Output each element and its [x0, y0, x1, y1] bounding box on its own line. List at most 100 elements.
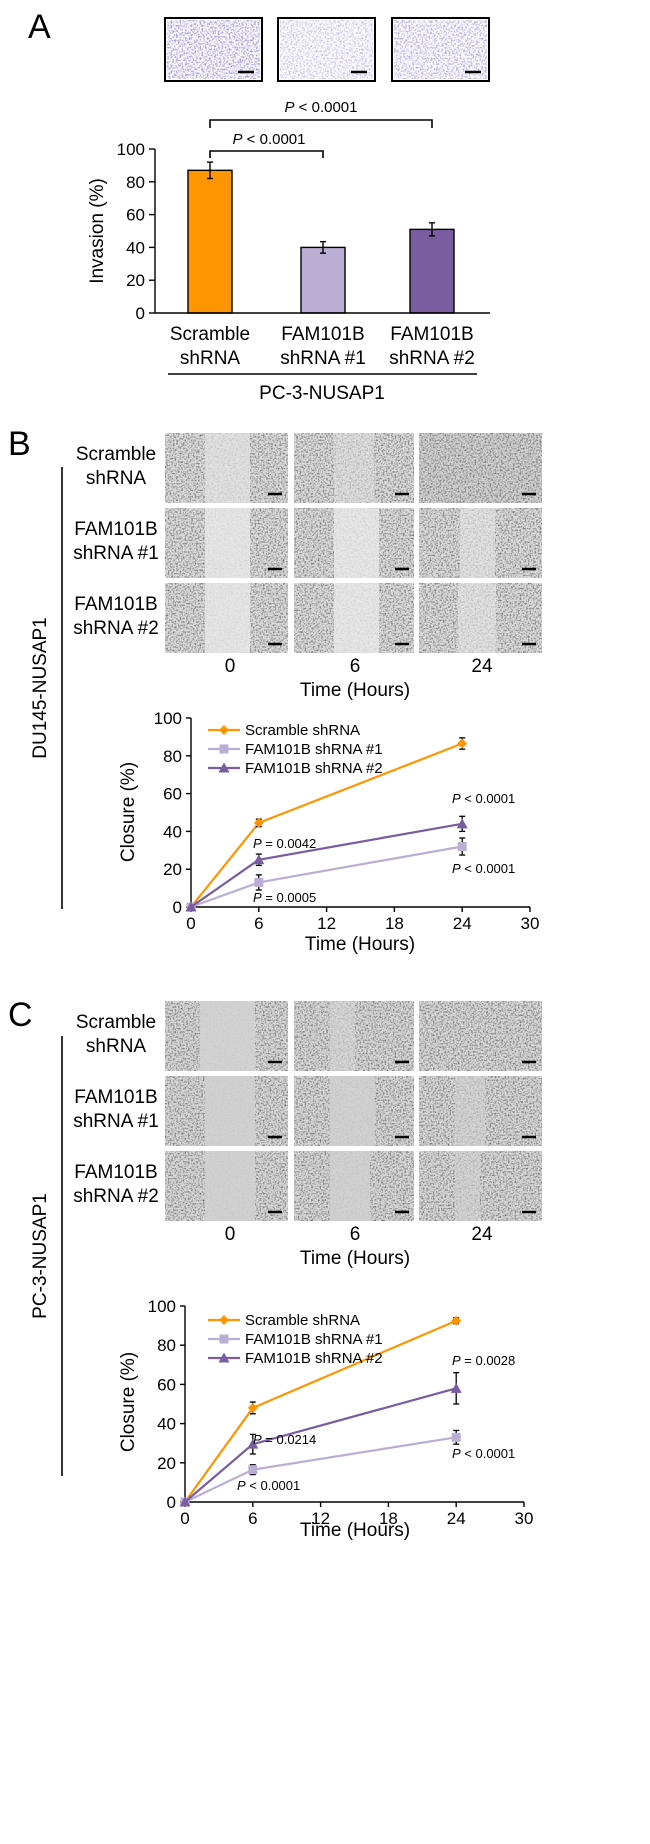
time-tick: 6 — [350, 1224, 361, 1245]
series-line — [185, 815, 468, 912]
series-line — [180, 1429, 461, 1507]
category-label-line2: shRNA — [180, 348, 241, 369]
series-path — [190, 822, 463, 908]
legend-item: Scramble shRNA — [208, 1312, 360, 1329]
data-point — [450, 1382, 462, 1393]
row-label-line2: shRNA — [86, 468, 147, 489]
legend-item: FAM101B shRNA #1 — [208, 1331, 383, 1348]
row-label-line1: Scramble — [76, 444, 156, 465]
panel-b-row-labels: Scramble shRNA FAM101B shRNA #1 FAM101B … — [73, 444, 159, 639]
time-axis-label: Time (Hours) — [300, 680, 410, 701]
p-annotation: P = 0.0214 — [253, 1432, 316, 1447]
row-label-line1: FAM101B — [74, 1162, 157, 1183]
panel-c-cell-line-label: PC-3-NUSAP1 — [30, 1193, 51, 1319]
y-axis-ticks: 0 20 40 60 80 100 — [117, 140, 155, 323]
bars — [187, 161, 455, 314]
x-axis-label: Time (Hours) — [300, 1520, 410, 1541]
y-tick-label: 60 — [163, 785, 182, 804]
data-point — [253, 854, 265, 865]
wound-image-row-scramble — [165, 1001, 542, 1071]
y-tick-label: 100 — [117, 140, 145, 159]
data-point — [219, 1315, 229, 1325]
axes: 0 20 40 60 80 100 0 6 12 18 24 30 — [154, 709, 540, 933]
y-tick-label: 40 — [163, 822, 182, 841]
legend: Scramble shRNA FAM101B shRNA #1 FAM101B sh… — [208, 722, 383, 777]
data-point — [456, 818, 468, 829]
time-tick: 0 — [225, 656, 236, 677]
y-tick-label: 100 — [148, 1297, 176, 1316]
legend-label: Scramble shRNA — [245, 1312, 360, 1329]
category-label-line2: shRNA #1 — [280, 348, 366, 369]
y-tick-label: 0 — [136, 304, 145, 323]
panel-c-time-labels: 0 6 24 Time (Hours) — [225, 1224, 493, 1269]
legend-item: FAM101B shRNA #1 — [208, 741, 383, 758]
row-label-line1: FAM101B — [74, 1087, 157, 1108]
x-tick-label: 24 — [447, 1509, 466, 1528]
wound-image-row-shrna2 — [165, 583, 542, 653]
time-tick: 24 — [471, 656, 493, 677]
invasion-bar-chart: 0 20 40 60 80 100 Invasion (%) Scramble shRNA F… — [87, 140, 490, 404]
p-annotation: P = 0.0028 — [452, 1353, 515, 1368]
x-tick-label: 30 — [521, 914, 540, 933]
data-point — [253, 817, 264, 828]
row-label-line2: shRNA #1 — [73, 1111, 159, 1132]
data-point — [218, 762, 230, 773]
p-annotation: P < 0.0001 — [452, 1446, 515, 1461]
panel-a-letter: A — [28, 8, 51, 46]
y-axis-label: Closure (%) — [118, 762, 139, 862]
x-tick-label: 0 — [186, 914, 195, 933]
y-tick-label: 20 — [163, 860, 182, 879]
x-tick-label: 12 — [317, 914, 336, 933]
legend: Scramble shRNA FAM101B shRNA #1 FAM101B sh… — [208, 1312, 383, 1367]
wound-image-row-shrna2 — [165, 1151, 542, 1221]
x-tick-label: 0 — [180, 1509, 189, 1528]
row-label-line2: shRNA — [86, 1036, 147, 1057]
membrane-image-shrna2 — [391, 17, 490, 82]
wound-image-row-shrna1 — [165, 508, 542, 578]
row-label-line2: shRNA #2 — [73, 1186, 159, 1207]
bar — [300, 246, 346, 314]
comparison-label-1: P < 0.0001 — [285, 99, 358, 116]
panel-b-cell-line-label: DU145-NUSAP1 — [30, 617, 51, 759]
time-axis-label: Time (Hours) — [300, 1248, 410, 1269]
panel-b-wound-images — [165, 433, 542, 653]
membrane-image-scramble — [164, 17, 263, 82]
data-point — [457, 738, 468, 749]
x-axis-label: Time (Hours) — [305, 934, 415, 955]
y-tick-label: 40 — [157, 1415, 176, 1434]
series-line — [186, 837, 467, 912]
panel-a-brackets — [209, 119, 433, 158]
category-label-line1: FAM101B — [281, 324, 364, 345]
error-bar — [320, 240, 326, 254]
legend-item: FAM101B shRNA #2 — [208, 1350, 383, 1367]
y-axis-label: Closure (%) — [118, 1352, 139, 1452]
panel-b-time-labels: 0 6 24 Time (Hours) — [225, 656, 493, 701]
data-point — [219, 744, 229, 754]
category-label-line2: shRNA #2 — [389, 348, 475, 369]
bar — [409, 228, 455, 314]
y-tick-label: 100 — [154, 709, 182, 728]
p-annotation: P < 0.0001 — [452, 861, 515, 876]
y-tick-label: 60 — [157, 1375, 176, 1394]
data-point — [254, 877, 264, 887]
p-annotation: P = 0.0042 — [253, 836, 316, 851]
y-tick-label: 20 — [157, 1454, 176, 1473]
y-tick-label: 0 — [173, 898, 182, 917]
panel-c-row-labels: Scramble shRNA FAM101B shRNA #1 FAM101B … — [73, 1012, 159, 1207]
x-tick-label: 6 — [254, 914, 263, 933]
closure-line-chart-du145: 0 20 40 60 80 100 0 6 12 18 24 30 Scramble shRNA FAM… — [118, 709, 539, 955]
series-line — [179, 1371, 462, 1507]
y-axis-label: Invasion (%) — [87, 178, 108, 284]
series — [185, 737, 468, 912]
p-annotation: P < 0.0001 — [452, 791, 515, 806]
error-bar — [207, 161, 213, 180]
x-tick-label: 30 — [515, 1509, 534, 1528]
panel-a-membrane-images — [164, 17, 490, 82]
closure-line-chart-pc3: 0 20 40 60 80 100 0 6 12 18 24 30 Scramble shRNA FAM… — [118, 1297, 533, 1541]
data-point — [218, 1352, 230, 1363]
legend-item: FAM101B shRNA #2 — [208, 760, 383, 777]
group-label: PC-3-NUSAP1 — [259, 383, 385, 404]
row-label-line1: FAM101B — [74, 594, 157, 615]
data-point — [457, 842, 467, 852]
